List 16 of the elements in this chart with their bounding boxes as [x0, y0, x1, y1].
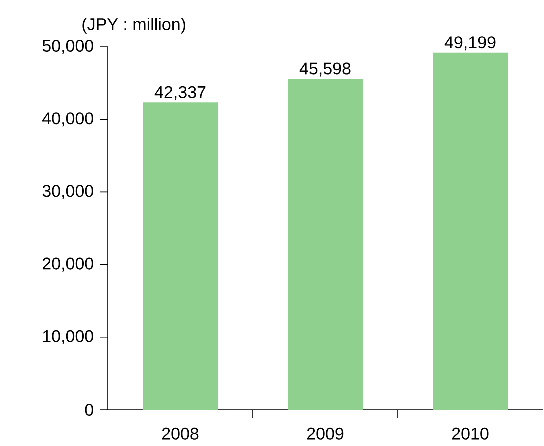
data-label: 45,598 [300, 62, 351, 77]
y-tick-label: 50,000 [42, 40, 94, 54]
x-tick-label: 2010 [452, 428, 489, 440]
y-tick-label: 0 [85, 404, 94, 416]
data-label: 42,337 [154, 86, 206, 100]
y-tick-label: 40,000 [42, 112, 94, 127]
bar [433, 52, 508, 410]
x-tick-label: 2009 [307, 428, 344, 440]
bar [143, 102, 218, 410]
bar [288, 78, 364, 410]
y-axis-title: (JPY : million) [82, 18, 186, 34]
y-tick-label: 30,000 [42, 185, 94, 200]
y-tick-label: 20,000 [42, 258, 94, 272]
data-label: 49,199 [444, 36, 496, 51]
y-tick-label: 10,000 [43, 330, 94, 344]
x-tick-label: 2008 [162, 428, 199, 440]
